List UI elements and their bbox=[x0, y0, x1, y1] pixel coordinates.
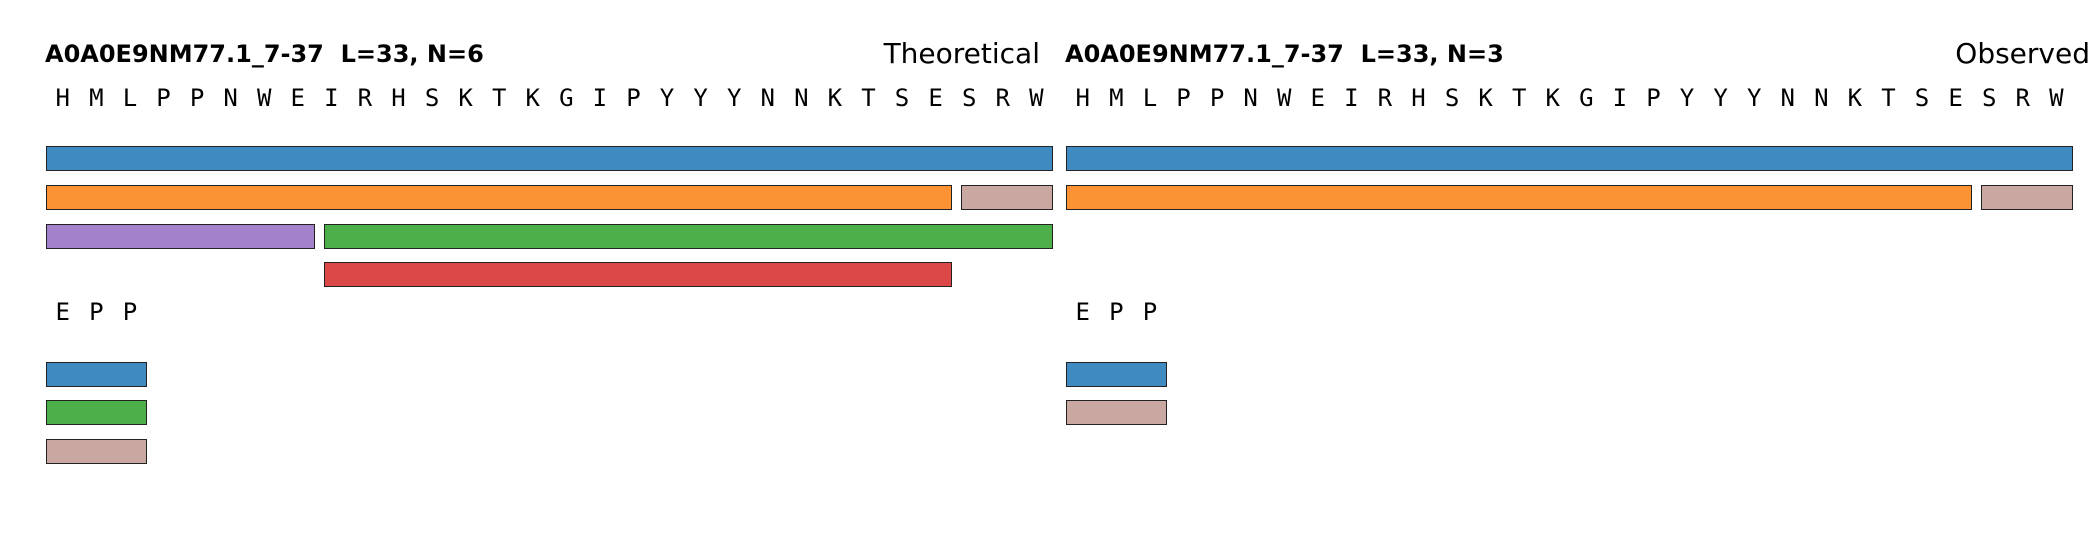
panel-title: A0A0E9NM77.1_7-37 L=33, N=6 bbox=[45, 40, 484, 68]
residue-letter: R bbox=[1377, 84, 1393, 112]
residue-letter: W bbox=[1276, 84, 1292, 112]
residue-letter: P bbox=[156, 84, 171, 112]
residue-letter: H bbox=[55, 84, 71, 112]
residue-letter: I bbox=[1344, 84, 1359, 112]
residue-letter: E bbox=[290, 84, 305, 112]
residue-letter: L bbox=[1142, 84, 1158, 112]
residue-letter: H bbox=[1075, 84, 1091, 112]
residue-letter: P bbox=[1142, 298, 1158, 326]
residue-letter: N bbox=[1814, 84, 1829, 112]
residue-letter: S bbox=[961, 84, 977, 112]
tail-peptide-bar bbox=[46, 400, 147, 425]
residue-letter: Y bbox=[1679, 84, 1695, 112]
tail-peptide-bar bbox=[1066, 362, 1167, 387]
residue-letter: N bbox=[223, 84, 238, 112]
residue-letter: Y bbox=[1746, 84, 1762, 112]
residue-letter: L bbox=[122, 84, 138, 112]
residue-letter: S bbox=[424, 84, 440, 112]
tail-peptide-bar bbox=[46, 439, 147, 464]
residue-letter: Y bbox=[726, 84, 742, 112]
tail-peptide-bar bbox=[1066, 400, 1167, 425]
residue-letter: H bbox=[391, 84, 406, 112]
residue-letter: S bbox=[1444, 84, 1460, 112]
residue-letter: P bbox=[189, 84, 205, 112]
residue-letter: K bbox=[1478, 84, 1493, 112]
residue-letter: I bbox=[592, 84, 608, 112]
residue-letter: K bbox=[827, 84, 843, 112]
residue-letter: W bbox=[1029, 84, 1044, 112]
residue-letter: K bbox=[458, 84, 473, 112]
residue-letter: E bbox=[1310, 84, 1325, 112]
residue-letter: N bbox=[1780, 84, 1795, 112]
residue-letter: P bbox=[626, 84, 641, 112]
peptide-bar bbox=[1066, 185, 1973, 210]
residue-letter: S bbox=[1981, 84, 1997, 112]
residue-letter: Y bbox=[693, 84, 708, 112]
residue-letter: P bbox=[1176, 84, 1191, 112]
residue-letter: H bbox=[1411, 84, 1426, 112]
peptide-bar bbox=[46, 146, 1054, 171]
residue-letter: E bbox=[928, 84, 943, 112]
residue-letter: I bbox=[1612, 84, 1628, 112]
residue-letter: T bbox=[491, 84, 507, 112]
residue-letter: I bbox=[324, 84, 339, 112]
panel-title: A0A0E9NM77.1_7-37 L=33, N=3 bbox=[1065, 40, 1504, 68]
residue-letter: K bbox=[1545, 84, 1560, 112]
residue-letter: M bbox=[89, 84, 104, 112]
residue-letter: N bbox=[760, 84, 775, 112]
peptide-bar bbox=[323, 224, 1054, 249]
residue-letter: K bbox=[1847, 84, 1863, 112]
residue-letter: E bbox=[1948, 84, 1963, 112]
residue-letter: P bbox=[1209, 84, 1225, 112]
panel-theoretical: A0A0E9NM77.1_7-37 L=33, N=6 Theoretical … bbox=[0, 37, 1054, 464]
peptide-bar bbox=[1066, 146, 2074, 171]
residue-letter: Y bbox=[1713, 84, 1728, 112]
residue-letter: K bbox=[525, 84, 540, 112]
residue-letter: N bbox=[794, 84, 809, 112]
panel-label: Theoretical bbox=[883, 37, 1040, 70]
residue-letter: N bbox=[1243, 84, 1258, 112]
residue-letter: E bbox=[1075, 298, 1091, 326]
peptide-bar bbox=[46, 185, 953, 210]
residue-letter: P bbox=[89, 298, 104, 326]
panel-label: Observed bbox=[1955, 37, 2090, 70]
residue-letter: T bbox=[1881, 84, 1896, 112]
residue-letter: G bbox=[559, 84, 574, 112]
residue-letter: E bbox=[55, 298, 71, 326]
peptide-bar bbox=[1981, 185, 2074, 210]
residue-letter: R bbox=[995, 84, 1010, 112]
residue-letter: R bbox=[2015, 84, 2030, 112]
peptide-bar bbox=[46, 224, 315, 249]
residue-letter: W bbox=[256, 84, 272, 112]
residue-letter: W bbox=[2049, 84, 2064, 112]
residue-letter: G bbox=[1579, 84, 1594, 112]
residue-letter: P bbox=[1109, 298, 1124, 326]
residue-letter: S bbox=[1914, 84, 1930, 112]
residue-letter: T bbox=[861, 84, 876, 112]
peptide-bar bbox=[961, 185, 1054, 210]
residue-letter: M bbox=[1109, 84, 1124, 112]
residue-letter: R bbox=[357, 84, 373, 112]
residue-letter: S bbox=[894, 84, 910, 112]
residue-letter: Y bbox=[659, 84, 675, 112]
peptide-bar bbox=[323, 262, 953, 287]
residue-letter: P bbox=[122, 298, 138, 326]
residue-letter: T bbox=[1511, 84, 1527, 112]
residue-letter: P bbox=[1646, 84, 1661, 112]
tail-peptide-bar bbox=[46, 362, 147, 387]
